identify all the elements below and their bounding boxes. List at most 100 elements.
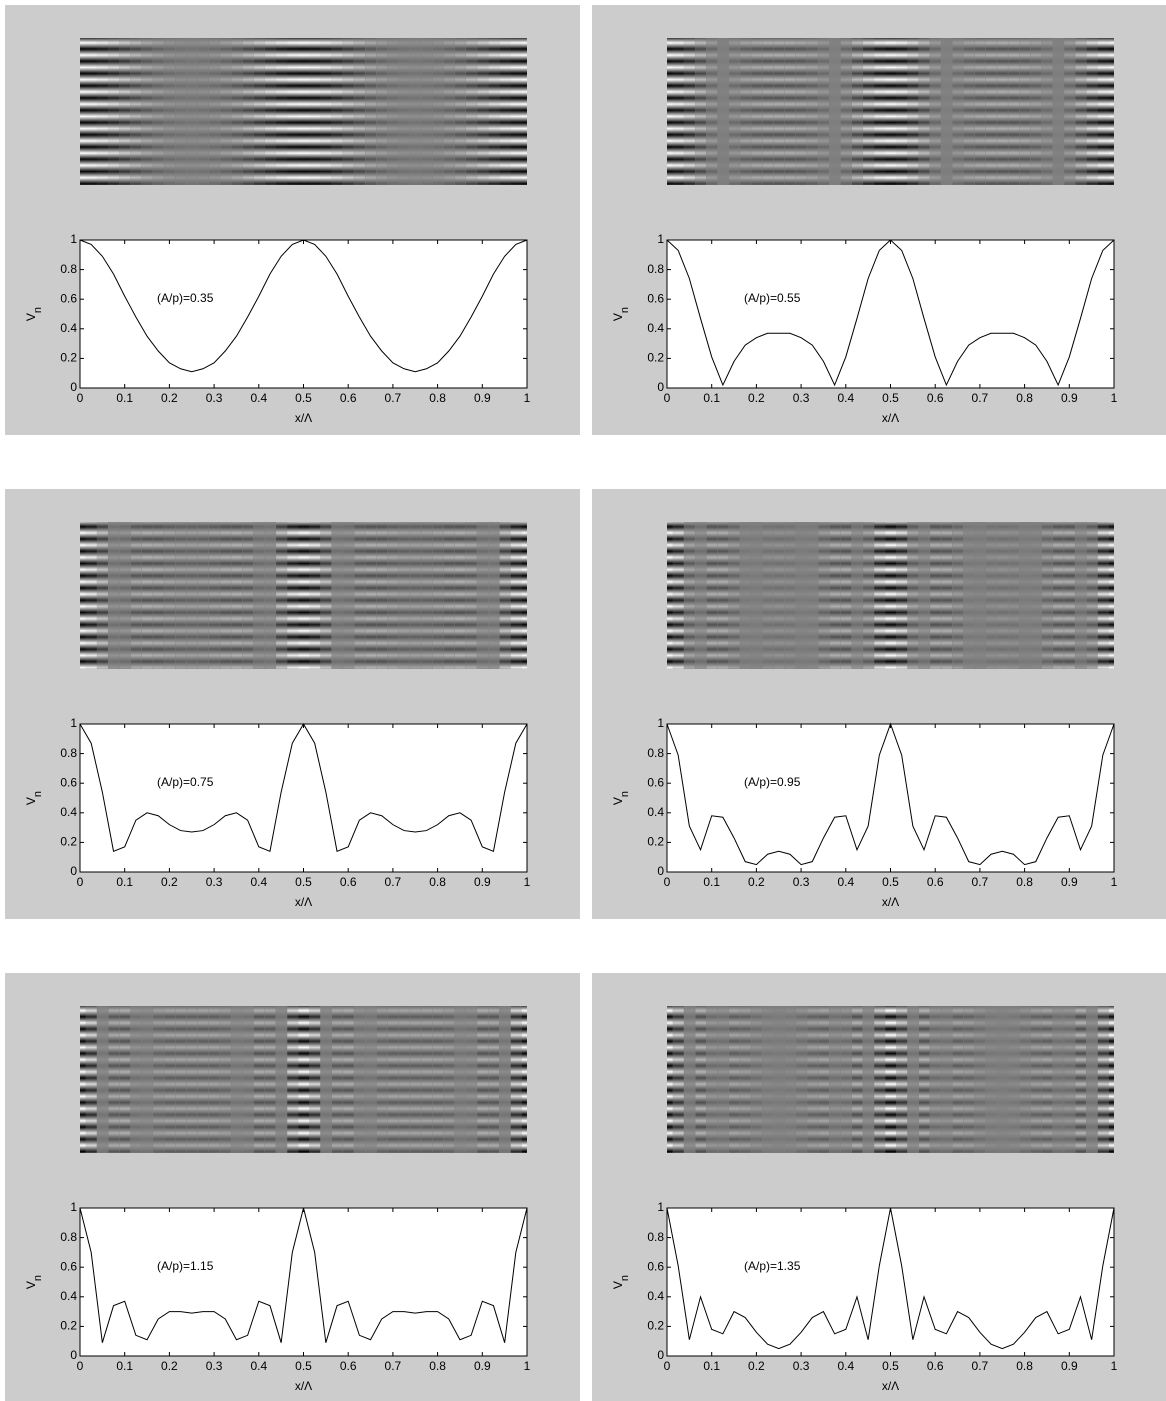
fringe-contrast [186, 1006, 198, 1153]
fringe-contrast [784, 1006, 796, 1153]
fringe-contrast [918, 1006, 930, 1153]
y-tick-label: 0.4 [60, 1289, 77, 1303]
fringe-contrast [242, 1006, 254, 1153]
fringe-contrast [454, 38, 466, 185]
x-tick-label: 0.6 [927, 1359, 944, 1373]
fringe-contrast [253, 522, 265, 669]
fringe-contrast [1086, 1006, 1098, 1153]
fringe-contrast [1064, 38, 1076, 185]
y-axis-label-sub: n [32, 307, 44, 313]
fringe-contrast [751, 1006, 763, 1153]
y-tick-label: 0.6 [60, 1259, 77, 1273]
fringe-contrast [907, 1006, 919, 1153]
fringe-contrast [773, 38, 785, 185]
fringe-contrast [231, 522, 243, 669]
fringe-contrast [930, 38, 942, 185]
x-tick-label: 0.7 [385, 391, 402, 405]
x-tick-label: 0.6 [340, 875, 357, 889]
fringe-contrast [1097, 38, 1109, 185]
x-tick-label: 1 [524, 391, 531, 405]
x-tick-label: 0.5 [295, 391, 312, 405]
fringe-contrast [818, 522, 830, 669]
y-tick-label: 0.6 [647, 775, 664, 789]
fringe-contrast [320, 38, 332, 185]
panel: 00.10.20.30.40.50.60.70.80.9100.20.40.60… [592, 5, 1166, 435]
x-tick-label: 0 [77, 875, 84, 889]
fringe-contrast [510, 1006, 522, 1153]
fringe-contrast [309, 38, 321, 185]
fringe-contrast [1064, 1006, 1076, 1153]
x-tick-label: 0.1 [116, 1359, 133, 1373]
fringe-contrast [264, 522, 276, 669]
fringe-contrast [398, 522, 410, 669]
y-tick-label: 0.8 [60, 262, 77, 276]
y-tick-label: 0.8 [647, 262, 664, 276]
fringe-contrast [762, 522, 774, 669]
fringe-contrast [387, 522, 399, 669]
y-tick-label: 0.4 [60, 805, 77, 819]
fringe-contrast [863, 38, 875, 185]
y-axis-label-sub: n [619, 307, 631, 313]
fringe-contrast [728, 38, 740, 185]
x-tick-label: 0.6 [340, 391, 357, 405]
fringe-contrast [1008, 522, 1020, 669]
fringe-contrast [499, 522, 511, 669]
x-tick-label: 0.4 [250, 875, 267, 889]
fringe-contrast [141, 522, 153, 669]
x-tick-label: 0.9 [1061, 1359, 1078, 1373]
fringe-contrast [264, 1006, 276, 1153]
fringe-contrast [331, 522, 343, 669]
fringe-contrast [387, 1006, 399, 1153]
fringe-contrast [331, 1006, 343, 1153]
fringe-contrast [863, 1006, 875, 1153]
x-tick-label: 1 [1111, 875, 1118, 889]
fringe-contrast [141, 1006, 153, 1153]
x-tick-label: 0 [77, 391, 84, 405]
y-axis-label-sub: n [619, 1275, 631, 1281]
fringe-contrast [432, 522, 444, 669]
fringe-contrast [1086, 522, 1098, 669]
y-tick-label: 0 [70, 380, 77, 394]
fringe-contrast [1064, 522, 1076, 669]
fringe-contrast [728, 1006, 740, 1153]
x-tick-label: 0.2 [161, 1359, 178, 1373]
fringe-contrast [443, 522, 455, 669]
fringe-contrast [684, 1006, 696, 1153]
plot-area [667, 240, 1114, 388]
x-tick-label: 0.6 [927, 875, 944, 889]
fringe-contrast [80, 38, 86, 185]
x-tick-label: 0.9 [474, 1359, 491, 1373]
fringe-contrast [454, 1006, 466, 1153]
fringe-contrast [97, 38, 109, 185]
x-tick-label: 0.1 [703, 1359, 720, 1373]
fringe-contrast [1075, 38, 1087, 185]
fringe-contrast [918, 38, 930, 185]
fringe-contrast [108, 1006, 120, 1153]
fringe-contrast [488, 522, 500, 669]
fringe-contrast [387, 38, 399, 185]
fringe-contrast [1075, 522, 1087, 669]
fringe-contrast [365, 522, 377, 669]
x-tick-label: 0.7 [972, 1359, 989, 1373]
fringe-contrast [997, 522, 1009, 669]
fringe-contrast [773, 1006, 785, 1153]
y-tick-label: 0.2 [60, 835, 77, 849]
fringe-contrast [874, 1006, 886, 1153]
fringe-contrast [197, 522, 209, 669]
fringe-contrast [164, 522, 176, 669]
plot-area [80, 240, 527, 388]
fringe-contrast [443, 1006, 455, 1153]
fringe-contrast [717, 1006, 729, 1153]
fringe-contrast [829, 522, 841, 669]
fringe-contrast [695, 522, 707, 669]
fringe-contrast [717, 38, 729, 185]
fringe-contrast [963, 1006, 975, 1153]
y-tick-label: 0.2 [647, 351, 664, 365]
fringe-contrast [1097, 1006, 1109, 1153]
fringe-contrast [896, 38, 908, 185]
plot-area [80, 724, 527, 872]
fringe-contrast [1041, 38, 1053, 185]
x-tick-label: 0.5 [882, 875, 899, 889]
x-tick-label: 0.1 [116, 875, 133, 889]
fringe-contrast [521, 1006, 527, 1153]
